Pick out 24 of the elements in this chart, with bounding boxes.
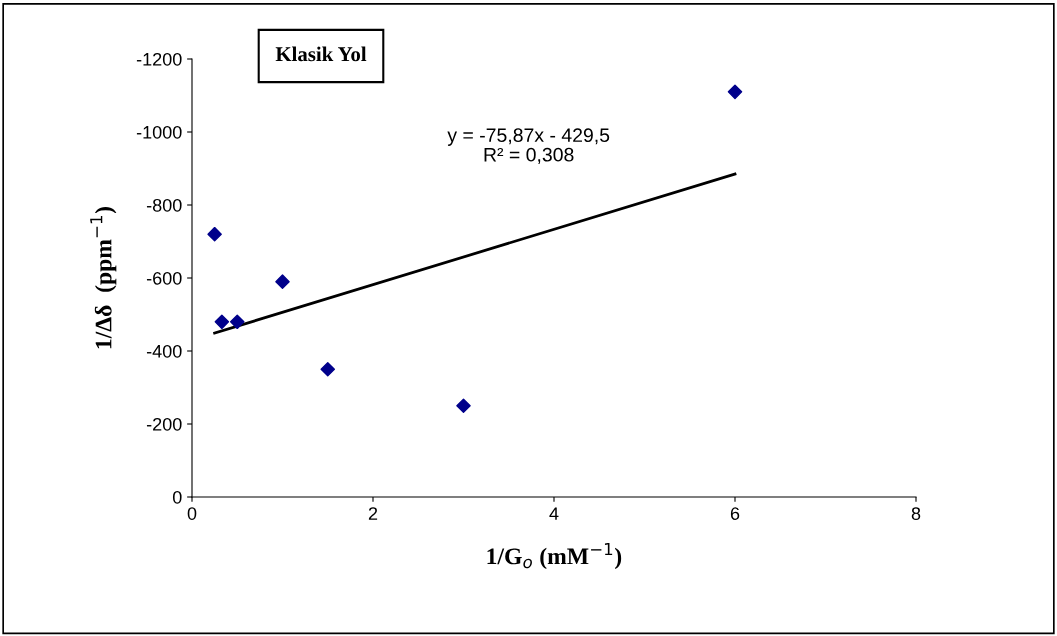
y-tick-label: -1200	[136, 52, 182, 66]
x-tick-label: 6	[730, 507, 740, 520]
annotation: R² = 0,308	[484, 147, 574, 164]
point	[207, 226, 222, 242]
point	[275, 274, 290, 289]
chart-title: Klasik Yol	[275, 46, 367, 62]
point	[214, 314, 230, 330]
y-axis-title: 1/Δδ (ppm$^{−1}$)	[90, 207, 117, 349]
point	[456, 398, 471, 414]
y-tick-label: -200	[146, 417, 182, 431]
y-tick-label: -800	[146, 198, 182, 212]
y-tick-label: 0	[172, 490, 182, 504]
point	[320, 361, 336, 377]
x-tick-label: 0	[187, 507, 197, 520]
y-tick-label: -1000	[136, 125, 182, 139]
x-axis-title: 1/G$_{o}$ (mM$^{−1}$)	[487, 543, 622, 570]
y-tick-label: -400	[146, 344, 182, 358]
x-tick-label: 2	[368, 507, 378, 520]
x-tick-label: 4	[549, 507, 559, 520]
point	[229, 314, 245, 330]
point	[727, 84, 743, 100]
annotation: y = -75,87x - 429,5	[447, 128, 610, 146]
y-tick-label: -600	[146, 271, 182, 285]
x-tick-label: 8	[911, 507, 921, 520]
